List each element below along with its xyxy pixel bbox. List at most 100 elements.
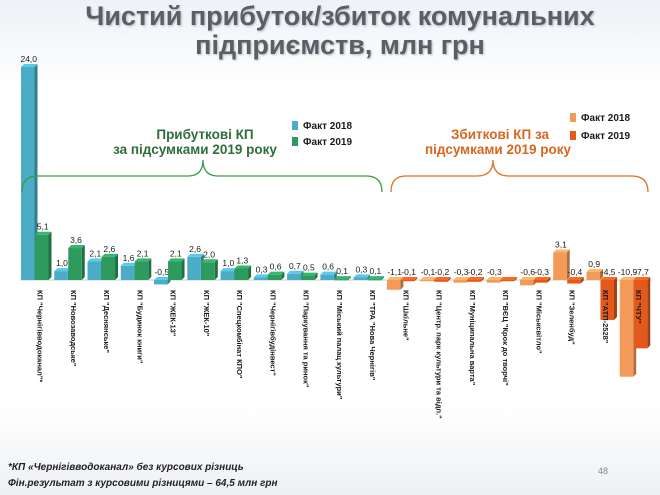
page-title: Чистий прибуток/збиток комунальних підпр… [85,1,595,60]
bar-2018-10 [320,271,337,280]
legend-swatch-profit-2018 [292,121,298,130]
bar-2019-17-label: -0,4 [568,267,583,277]
bar-2018-9-label: 0,7 [289,261,301,271]
bar-2018-4-label: 1,6 [123,253,135,263]
footnote-with-fx: Фін.результат з курсовими різницями – 64… [8,478,278,489]
chart-bars: 24,05,11,03,62,1 2,61,6 2,1-0,52,1 2,62,01,… [20,54,652,377]
category-label-7: КП "Спецкомбінат КПО" [235,290,244,379]
category-label-2: КП "Новозаводське" [69,290,78,367]
legend-swatch-profit-2019 [292,137,298,146]
bar-2019-6 [201,259,218,280]
bar-2019-18-label: -4,5 [601,267,616,277]
legend-profit-2018: Факт 2018 [303,121,352,132]
category-label-18: КП "АТП-2528" [601,290,610,344]
loss-group-title-line2: підсумками 2019 року [425,142,571,157]
profit-group-title-line1: Прибуткові КП [156,127,253,142]
legend-swatch-loss-2018 [570,113,576,122]
loss-group-brace [390,159,649,193]
legend-profit-2019: Факт 2019 [303,137,352,148]
bar-2019-1 [35,231,52,280]
bar-2018-14-label: -0,3 [454,267,469,277]
bar-2019-19-label: -7,7 [634,267,649,277]
bar-2018-10-label: 0,6 [322,262,334,272]
bar-2019-1-label: 5,1 [37,222,49,232]
category-label-15: КП "ВЄЦ "Крок до творчі" [501,290,510,386]
bar-2018-5-label: -0,5 [154,267,169,277]
category-labels: КП "Чернігівводоканал"* КП "Новозаводське… [36,290,644,419]
bar-2019-10 [334,276,351,281]
category-label-3: КП "Деснянське" [102,290,111,353]
bar-2018-6-label: 2,6 [189,244,201,254]
bar-2019-12-label: -0,1 [401,267,416,277]
bar-2018-12 [386,277,404,290]
category-label-10: КП "Міський палац культури" [335,290,344,400]
category-label-4: КП "Будинок книги" [135,290,144,364]
bar-2018-11 [353,274,371,280]
bar-2019-3-label: 2,6 [103,244,115,254]
category-label-6: КП "ЖЕК-10" [202,290,211,337]
bar-2018-8-label: 0,3 [256,264,268,274]
bar-2019-3 [101,253,119,280]
bar-2019-4 [134,258,152,280]
bar-2018-2-label: 1,0 [56,258,68,268]
bar-2018-19-label: -10,9 [618,267,638,277]
bar-2019-4-label: 2,1 [137,248,149,258]
bar-2019-11-label: 0,1 [369,266,381,276]
bar-2018-17-label: 3,1 [555,239,567,249]
profit-group-brace [21,159,383,193]
bar-2018-14 [453,277,470,283]
bar-2018-3-label: 2,1 [89,248,101,258]
category-label-5: КП "ЖЕК-13" [169,290,178,337]
bar-2018-13-label: -0,1 [421,267,436,277]
category-label-17: КП "Зеленбуд" [568,290,577,345]
bar-2019-13 [434,277,451,282]
bar-2019-16-label: -0,3 [534,267,549,277]
bar-2019-19 [633,277,651,349]
bar-2018-16-label: -0,6 [520,267,535,277]
bar-2019-15 [500,277,518,282]
bar-2018-7-label: 1,0 [222,258,234,268]
bar-2019-10-label: 0,1 [336,266,348,276]
bar-2018-17 [553,249,570,280]
page-number: 48 [598,466,609,476]
bar-2019-16 [533,277,551,283]
bar-2019-17 [567,277,584,284]
bar-2019-5-label: 2,1 [170,248,182,258]
category-label-1: КП "Чернігівводоканал"* [36,290,45,382]
bar-2019-11 [367,276,385,281]
bar-2019-5 [168,258,185,280]
bar-2018-15-label: -0,3 [487,267,502,277]
bar-2018-12-label: -1,1 [387,267,402,277]
footnote-without-fx: *КП «Чернігівводоканал» без курсових різ… [8,462,244,473]
profit-group-title-line2: за підсумками 2019 року [113,142,277,157]
category-label-11: КП "ТРА "Нова Чернігів" [368,290,377,381]
legend-loss-2018: Факт 2018 [581,113,630,124]
category-label-13: КП "Центр. парк культури та відп." [435,290,444,419]
bar-2019-12 [400,277,418,282]
category-label-9: КП "Паркування та ринок" [302,290,311,388]
bar-2019-13-label: -0,2 [435,267,450,277]
category-label-16: КП "Міськсвітло" [534,290,543,354]
bar-2019-9 [301,272,318,280]
bar-2018-15 [486,277,504,283]
bar-2019-7 [234,265,252,280]
bar-2019-8-label: 0,6 [270,262,282,272]
bar-chart: 24,05,11,03,62,1 2,61,6 2,1-0,52,1 2,62,01,… [20,54,652,419]
bar-2019-6-label: 2,0 [203,249,215,259]
bar-2019-2-label: 3,6 [70,235,82,245]
category-label-19: КП "ЧТУ" [634,290,643,324]
bar-2019-18 [600,277,617,320]
category-label-8: КП "Чернігівбудінвест" [268,290,277,376]
bar-2018-18 [586,269,603,280]
bar-2018-11-label: 0,3 [355,264,367,274]
bar-2018-1 [21,64,38,280]
bar-2019-14 [467,277,484,282]
bar-2019-7-label: 1,3 [236,255,248,265]
category-label-14: КП "Муніципальна варта" [468,290,477,386]
bar-2019-2 [68,245,85,280]
legend-loss-2019: Факт 2019 [581,131,630,142]
bar-2018-18-label: 0,9 [588,259,600,269]
bar-2019-14-label: -0,2 [468,267,483,277]
bar-2019-9-label: 0,5 [303,263,315,273]
legend-swatch-loss-2019 [570,131,576,140]
